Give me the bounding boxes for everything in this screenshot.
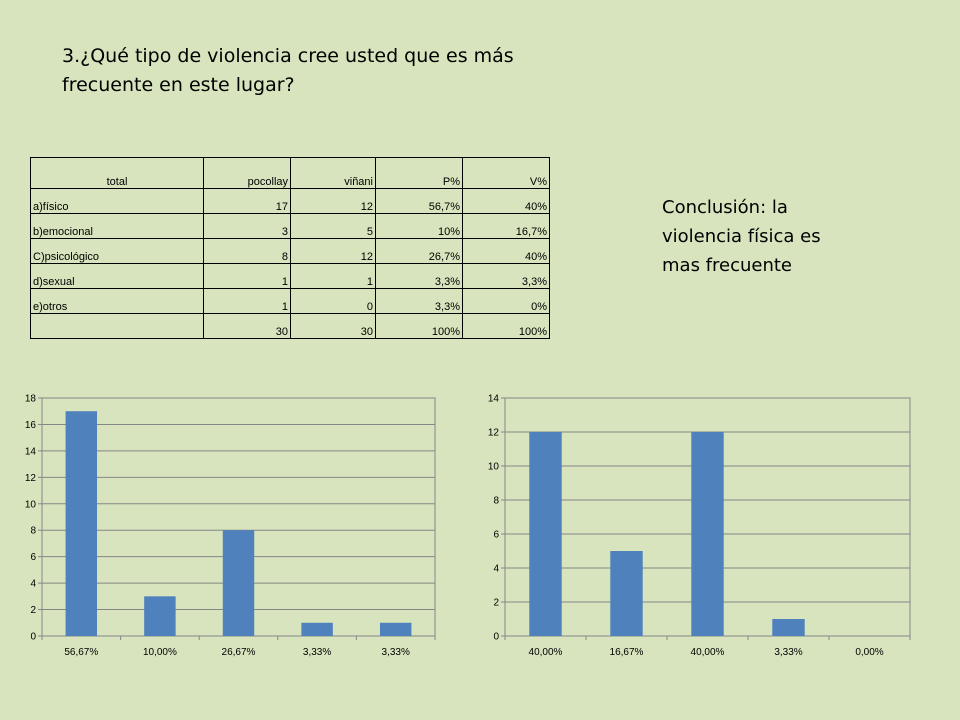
table-cell: 16,7% bbox=[462, 213, 550, 239]
table-cell: 0% bbox=[462, 288, 550, 314]
table-cell: 30 bbox=[203, 313, 291, 339]
table-header-cell: pocollay bbox=[203, 157, 291, 189]
bar bbox=[144, 596, 176, 636]
y-tick-label: 10 bbox=[488, 462, 500, 473]
table-cell: 17 bbox=[203, 188, 291, 214]
table-cell: 0 bbox=[290, 288, 376, 314]
table-cell: 30 bbox=[290, 313, 376, 339]
table-header-cell: P% bbox=[375, 157, 463, 189]
table-cell: 3 bbox=[203, 213, 291, 239]
table-cell: 5 bbox=[290, 213, 376, 239]
table-cell: e)otros bbox=[30, 288, 204, 314]
y-tick-label: 0 bbox=[493, 632, 499, 643]
table-cell: 1 bbox=[203, 263, 291, 289]
y-tick-label: 0 bbox=[30, 632, 36, 643]
x-category-label: 56,67% bbox=[64, 647, 98, 658]
slide-title: 3.¿Qué tipo de violencia cree usted que … bbox=[62, 42, 582, 100]
y-tick-label: 2 bbox=[493, 598, 499, 609]
x-category-label: 3,33% bbox=[774, 647, 802, 658]
bar bbox=[222, 530, 255, 636]
bar-chart-vinani: 0 2 4 6 8 10 12 14 40,00% 16,67% 40,00% 3,33% 0,00% bbox=[488, 394, 911, 658]
x-category-label: 26,67% bbox=[222, 647, 256, 658]
table-row: b)emocional 3 5 10% 16,7% bbox=[30, 213, 550, 239]
y-tick-label: 12 bbox=[25, 473, 37, 484]
y-tick-label: 4 bbox=[30, 579, 36, 590]
y-tick-label: 2 bbox=[30, 605, 36, 616]
table-cell: 40% bbox=[462, 238, 550, 264]
y-tick-label: 4 bbox=[493, 564, 499, 575]
table-cell: 8 bbox=[203, 238, 291, 264]
title-line-2: frecuente en este lugar? bbox=[62, 74, 295, 96]
x-category-label: 3,33% bbox=[303, 647, 331, 658]
bar bbox=[379, 622, 412, 636]
y-tick-label: 12 bbox=[488, 428, 500, 439]
table-row: e)otros 1 0 3,3% 0% bbox=[30, 288, 550, 314]
conclusion-line-1: Conclusión: la bbox=[662, 197, 788, 218]
y-tick-label: 10 bbox=[25, 499, 37, 510]
table-row: C)psicológico 8 12 26,7% 40% bbox=[30, 238, 550, 264]
bar bbox=[610, 551, 643, 636]
x-category-label: 0,00% bbox=[855, 647, 883, 658]
table-cell: a)físico bbox=[30, 188, 204, 214]
bar bbox=[529, 432, 562, 636]
bar bbox=[691, 432, 724, 636]
table-cell: 40% bbox=[462, 188, 550, 214]
y-tick-label: 16 bbox=[25, 420, 37, 431]
table-cell: 100% bbox=[375, 313, 463, 339]
table-cell: C)psicológico bbox=[30, 238, 204, 264]
table-cell: 1 bbox=[290, 263, 376, 289]
conclusion-text: Conclusión: la violencia física es mas f… bbox=[662, 193, 862, 280]
table-row: a)físico 17 12 56,7% 40% bbox=[30, 188, 550, 214]
x-category-label: 16,67% bbox=[610, 647, 644, 658]
conclusion-line-2: violencia física es bbox=[662, 226, 821, 247]
y-tick-label: 14 bbox=[25, 446, 37, 457]
bar-chart-pocollay: 0 2 4 6 8 10 12 14 16 18 56,67% 10,00% 26,67% 3,33% 3,… bbox=[25, 394, 436, 658]
y-tick-label: 8 bbox=[30, 526, 36, 537]
data-table: total pocollay viñani P% V% a)físico 17 … bbox=[30, 157, 550, 339]
y-tick-label: 6 bbox=[493, 530, 499, 541]
table-cell: d)sexual bbox=[30, 263, 204, 289]
table-cell: 100% bbox=[462, 313, 550, 339]
table-header-row: total pocollay viñani P% V% bbox=[30, 157, 550, 189]
table-cell: 3,3% bbox=[462, 263, 550, 289]
bar bbox=[301, 622, 333, 636]
table-cell: b)emocional bbox=[30, 213, 204, 239]
table-cell bbox=[30, 313, 204, 339]
y-tick-label: 6 bbox=[30, 552, 36, 563]
table-cell: 12 bbox=[290, 188, 376, 214]
table-cell: 56,7% bbox=[375, 188, 463, 214]
table-cell: 10% bbox=[375, 213, 463, 239]
table-total-row: 30 30 100% 100% bbox=[30, 313, 550, 339]
conclusion-line-3: mas frecuente bbox=[662, 255, 792, 276]
table-row: d)sexual 1 1 3,3% 3,3% bbox=[30, 263, 550, 289]
x-category-label: 40,00% bbox=[529, 647, 563, 658]
table-cell: 3,3% bbox=[375, 263, 463, 289]
table-cell: 26,7% bbox=[375, 238, 463, 264]
bar bbox=[772, 619, 805, 636]
table-cell: 12 bbox=[290, 238, 376, 264]
y-tick-label: 8 bbox=[493, 496, 499, 507]
title-line-1: 3.¿Qué tipo de violencia cree usted que … bbox=[62, 45, 514, 67]
x-category-label: 10,00% bbox=[143, 647, 177, 658]
table-header-cell: total bbox=[30, 157, 204, 189]
table-cell: 1 bbox=[203, 288, 291, 314]
x-category-label: 3,33% bbox=[382, 647, 410, 658]
y-tick-label: 14 bbox=[488, 394, 500, 405]
y-tick-label: 18 bbox=[25, 394, 37, 405]
table-cell: 3,3% bbox=[375, 288, 463, 314]
table-header-cell: V% bbox=[462, 157, 550, 189]
bar bbox=[65, 411, 98, 636]
table-header-cell: viñani bbox=[290, 157, 376, 189]
x-category-label: 40,00% bbox=[691, 647, 725, 658]
